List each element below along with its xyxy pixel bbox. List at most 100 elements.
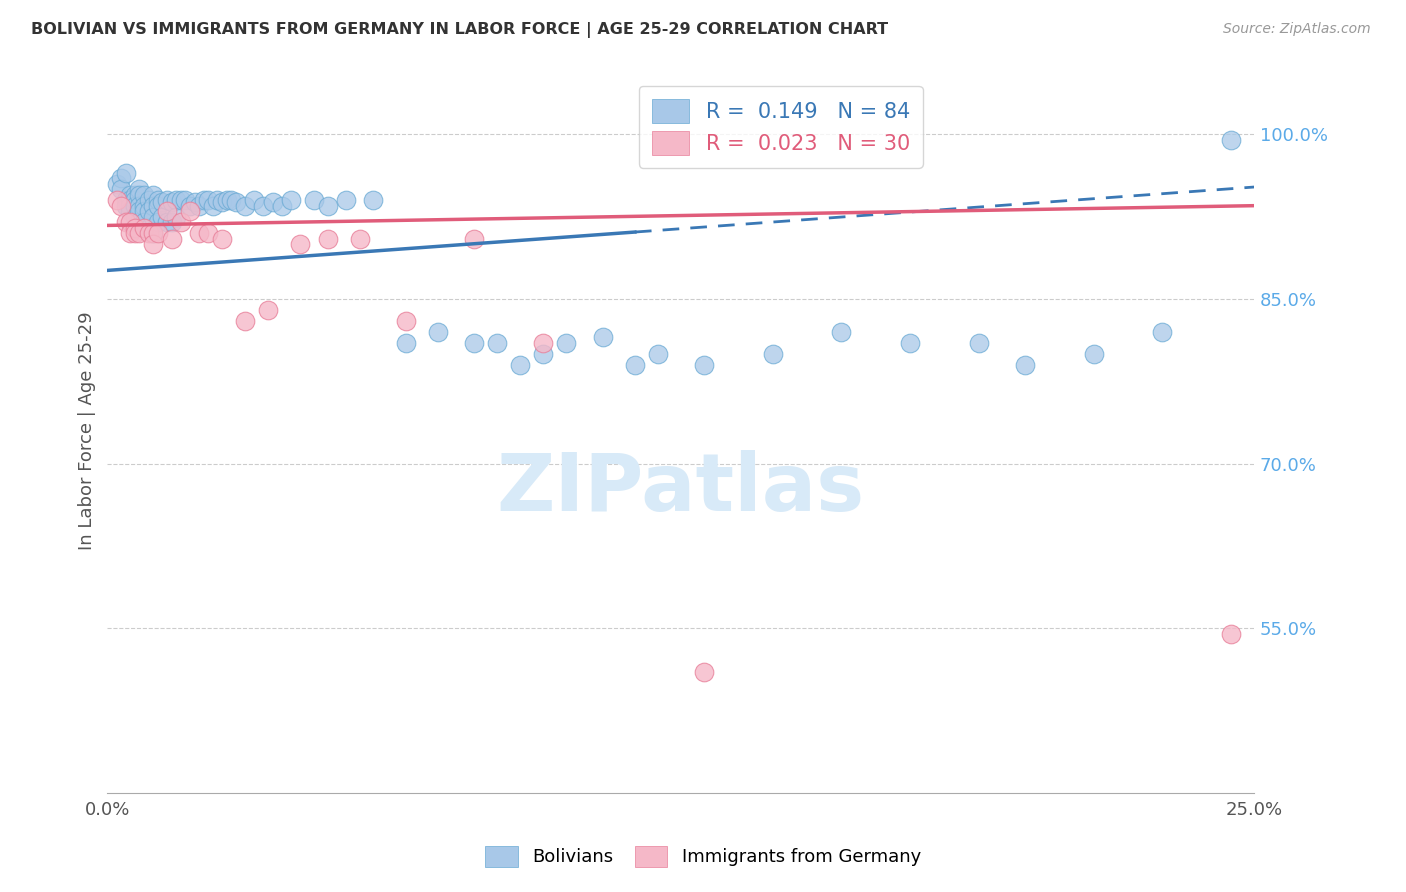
Point xyxy=(463,335,485,350)
Point xyxy=(120,226,142,240)
Point xyxy=(138,193,160,207)
Point xyxy=(363,193,385,207)
Point xyxy=(302,193,325,207)
Point xyxy=(335,193,357,207)
Point xyxy=(1083,347,1105,361)
Point xyxy=(201,199,224,213)
Point xyxy=(128,204,150,219)
Text: Source: ZipAtlas.com: Source: ZipAtlas.com xyxy=(1223,22,1371,37)
Point xyxy=(146,215,169,229)
Point xyxy=(170,193,193,207)
Point xyxy=(128,182,150,196)
Point xyxy=(128,215,150,229)
Point xyxy=(252,199,274,213)
Point xyxy=(156,204,179,219)
Point xyxy=(262,195,284,210)
Point xyxy=(693,358,716,372)
Point xyxy=(509,358,531,372)
Point xyxy=(146,193,169,207)
Point xyxy=(160,215,183,229)
Point xyxy=(128,226,150,240)
Point xyxy=(120,215,142,229)
Point xyxy=(486,335,509,350)
Point xyxy=(257,302,280,317)
Point xyxy=(531,347,554,361)
Point xyxy=(394,335,416,350)
Point xyxy=(898,335,921,350)
Point xyxy=(152,195,174,210)
Point xyxy=(146,199,169,213)
Point xyxy=(207,193,229,207)
Point xyxy=(132,220,155,235)
Point xyxy=(142,226,165,240)
Point xyxy=(183,195,205,210)
Point xyxy=(197,226,219,240)
Point xyxy=(211,195,233,210)
Point xyxy=(830,325,852,339)
Point xyxy=(243,193,266,207)
Point xyxy=(120,193,142,207)
Point xyxy=(142,187,165,202)
Point xyxy=(105,193,128,207)
Point xyxy=(146,226,169,240)
Point xyxy=(761,347,783,361)
Point xyxy=(219,193,242,207)
Point xyxy=(114,193,136,207)
Point xyxy=(142,226,165,240)
Point xyxy=(270,199,292,213)
Point xyxy=(193,193,215,207)
Point xyxy=(114,215,136,229)
Point xyxy=(132,187,155,202)
Point xyxy=(426,325,449,339)
Point xyxy=(233,199,256,213)
Point xyxy=(188,226,211,240)
Point xyxy=(138,220,160,235)
Point xyxy=(156,193,179,207)
Point xyxy=(110,171,132,186)
Point xyxy=(124,226,146,240)
Point xyxy=(592,330,614,344)
Point xyxy=(124,199,146,213)
Point xyxy=(225,195,247,210)
Point xyxy=(531,335,554,350)
Point xyxy=(160,195,183,210)
Point xyxy=(693,665,716,679)
Point xyxy=(233,314,256,328)
Legend: Bolivians, Immigrants from Germany: Bolivians, Immigrants from Germany xyxy=(478,838,928,874)
Text: BOLIVIAN VS IMMIGRANTS FROM GERMANY IN LABOR FORCE | AGE 25-29 CORRELATION CHART: BOLIVIAN VS IMMIGRANTS FROM GERMANY IN L… xyxy=(31,22,889,38)
Point xyxy=(349,231,371,245)
Legend: R =  0.149   N = 84, R =  0.023   N = 30: R = 0.149 N = 84, R = 0.023 N = 30 xyxy=(640,87,922,168)
Point xyxy=(463,231,485,245)
Point xyxy=(110,182,132,196)
Point xyxy=(288,237,311,252)
Point xyxy=(124,210,146,224)
Point xyxy=(179,204,201,219)
Point xyxy=(105,177,128,191)
Point xyxy=(152,210,174,224)
Point xyxy=(120,187,142,202)
Point xyxy=(197,193,219,207)
Point xyxy=(170,215,193,229)
Point xyxy=(132,199,155,213)
Point xyxy=(132,204,155,219)
Point xyxy=(142,210,165,224)
Point xyxy=(142,199,165,213)
Point xyxy=(316,231,339,245)
Point xyxy=(174,193,197,207)
Point xyxy=(120,204,142,219)
Point xyxy=(114,199,136,213)
Point xyxy=(120,199,142,213)
Point xyxy=(188,199,211,213)
Point xyxy=(114,166,136,180)
Point xyxy=(179,199,201,213)
Point xyxy=(967,335,990,350)
Point xyxy=(165,193,187,207)
Y-axis label: In Labor Force | Age 25-29: In Labor Force | Age 25-29 xyxy=(79,311,96,549)
Point xyxy=(215,193,238,207)
Point xyxy=(316,199,339,213)
Point xyxy=(280,193,302,207)
Text: ZIPatlas: ZIPatlas xyxy=(496,450,865,527)
Point xyxy=(120,193,142,207)
Point xyxy=(138,226,160,240)
Point xyxy=(1220,133,1243,147)
